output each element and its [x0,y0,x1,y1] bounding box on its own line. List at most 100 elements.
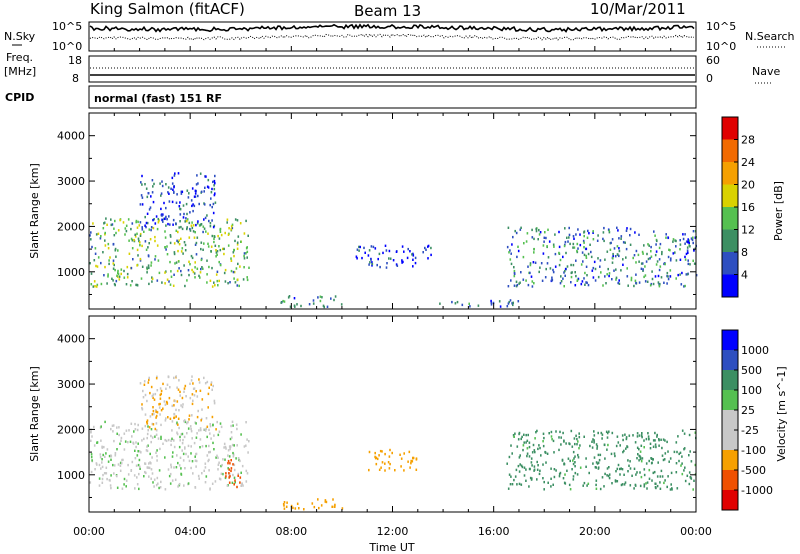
data-cell [640,475,643,479]
data-cell [685,252,688,256]
data-cell [576,443,578,446]
data-cell [160,435,162,439]
data-cell [151,394,154,398]
data-cell [245,219,247,223]
data-cell [165,417,167,420]
data-cell [230,459,232,462]
data-cell [178,409,180,412]
data-cell [669,259,672,262]
data-cell [173,416,175,420]
data-cell [228,476,230,479]
data-cell [221,463,223,467]
data-cell [210,381,213,384]
data-cell [409,466,411,469]
data-cell [198,429,200,432]
data-cell [654,431,656,435]
data-cell [562,277,564,280]
data-cell [213,179,216,183]
data-cell [572,462,575,466]
data-cell [246,276,248,279]
data-cell [183,241,186,244]
data-cell [601,433,604,436]
data-cell [516,483,518,486]
data-cell [167,222,169,226]
data-cell [534,261,537,264]
data-cell [173,252,176,256]
data-cell [101,458,103,461]
data-cell [229,437,232,441]
data-cell [158,486,160,490]
data-cell [179,213,182,216]
data-cell [359,245,361,249]
data-cell [580,282,583,286]
data-cell [148,426,151,429]
data-cell [319,295,322,298]
data-cell [191,402,194,406]
power-colorbar-tick-label: 28 [741,134,755,147]
data-cell [149,452,151,456]
data-cell [594,279,597,282]
freq-tick-left-bottom: 8 [72,72,79,85]
data-cell [570,275,573,279]
data-cell [599,487,602,491]
data-cell [224,476,227,480]
data-cell [630,278,633,282]
data-cell [137,220,139,224]
data-cell [116,432,118,435]
data-cell [666,271,669,275]
data-cell [563,439,565,442]
data-cell [211,285,214,288]
data-cell [211,482,214,485]
data-cell [604,275,606,278]
data-cell [663,262,665,266]
data-cell [550,467,552,470]
data-cell [560,443,562,446]
data-cell [233,483,235,486]
data-cell [648,477,651,480]
data-cell [616,480,619,483]
data-cell [214,174,216,178]
data-cell [611,482,613,485]
data-cell [191,437,193,440]
data-cell [400,465,402,468]
data-cell [403,469,405,472]
data-cell [219,263,222,267]
data-cell [131,247,134,250]
data-cell [525,441,527,444]
data-cell [233,444,235,447]
data-cell [564,482,567,485]
noise-tick-left-top: 10^5 [52,20,82,33]
data-cell [92,222,94,225]
data-cell [190,379,193,382]
data-cell [656,433,658,437]
data-cell [236,219,239,222]
data-cell [551,438,553,441]
data-cell [123,448,126,451]
data-cell [579,243,582,247]
data-cell [135,220,137,224]
velocity-x-ticks [88,316,697,512]
data-cell [613,269,615,272]
data-cell [688,239,690,242]
data-cell [219,478,222,481]
data-cell [223,446,225,449]
x-tick-label: 08:00 [275,525,307,538]
data-cell [146,422,149,425]
data-cell [593,430,595,433]
data-cell [191,460,194,463]
data-cell [660,469,663,473]
data-cell [213,402,216,405]
data-cell [596,239,599,242]
data-cell [603,443,606,446]
data-cell [103,274,105,277]
data-cell [211,266,213,270]
data-cell [606,250,609,253]
data-cell [158,469,161,472]
cpid-text: normal (fast) 151 RF [94,92,222,105]
data-cell [195,436,198,439]
data-cell [125,479,128,482]
data-cell [241,464,244,468]
data-cell [533,247,535,251]
data-cell [124,227,127,230]
